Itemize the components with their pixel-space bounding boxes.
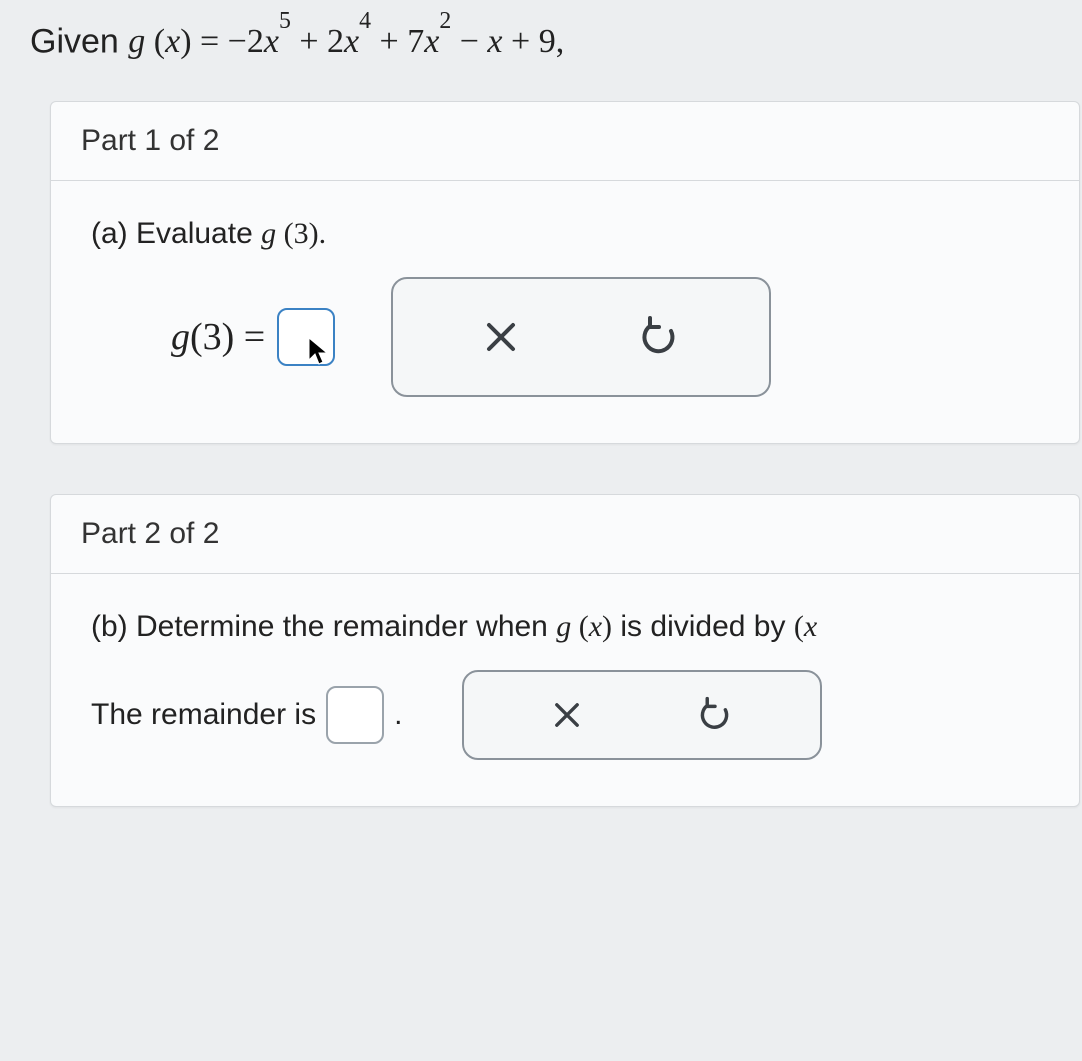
part2-gx: g (x) bbox=[556, 610, 612, 643]
part1-card: Part 1 of 2 (a) Evaluate g (3). g (3) = bbox=[50, 101, 1080, 444]
part2-question: (b) Determine the remainder when g (x) i… bbox=[91, 610, 1039, 644]
part1-question: (a) Evaluate g (3). bbox=[91, 217, 1039, 251]
clear-icon[interactable] bbox=[550, 698, 584, 732]
remainder-text-post: . bbox=[394, 698, 402, 732]
part1-body: (a) Evaluate g (3). g (3) = bbox=[51, 181, 1079, 443]
part2-title: Part 2 of 2 bbox=[51, 495, 1079, 574]
part1-eval-expr: g (3). bbox=[261, 217, 326, 250]
part1-answer-row: g (3) = bbox=[91, 277, 1039, 397]
part1-question-label: (a) Evaluate bbox=[91, 217, 261, 250]
part2-remainder-label: The remainder is . bbox=[91, 686, 402, 744]
remainder-text-pre: The remainder is bbox=[91, 698, 316, 732]
part2-tool-panel bbox=[462, 670, 822, 760]
undo-icon[interactable] bbox=[696, 696, 734, 734]
given-statement: Given g (x) = −2x5 + 2x4 + 7x2 − x + 9, bbox=[30, 20, 1082, 61]
part1-answer-prefix: g (3) = bbox=[171, 315, 265, 359]
function-definition: g (x) = −2x5 + 2x4 + 7x2 − x + 9, bbox=[128, 23, 564, 60]
part1-title: Part 1 of 2 bbox=[51, 102, 1079, 181]
part2-body: (b) Determine the remainder when g (x) i… bbox=[51, 574, 1079, 806]
part2-answer-input[interactable] bbox=[326, 686, 384, 744]
clear-icon[interactable] bbox=[481, 317, 521, 357]
page-root: Given g (x) = −2x5 + 2x4 + 7x2 − x + 9, … bbox=[0, 0, 1082, 807]
part1-answer-input[interactable] bbox=[277, 308, 335, 366]
part2-divisor-prefix: is divided by bbox=[620, 610, 793, 643]
part2-divisor-frag: (x bbox=[794, 610, 817, 643]
part2-question-label: (b) Determine the remainder when bbox=[91, 610, 556, 643]
part2-answer-row: The remainder is . bbox=[91, 670, 1039, 760]
undo-icon[interactable] bbox=[637, 315, 681, 359]
given-prefix: Given bbox=[30, 22, 128, 60]
part2-card: Part 2 of 2 (b) Determine the remainder … bbox=[50, 494, 1080, 807]
part1-tool-panel bbox=[391, 277, 771, 397]
